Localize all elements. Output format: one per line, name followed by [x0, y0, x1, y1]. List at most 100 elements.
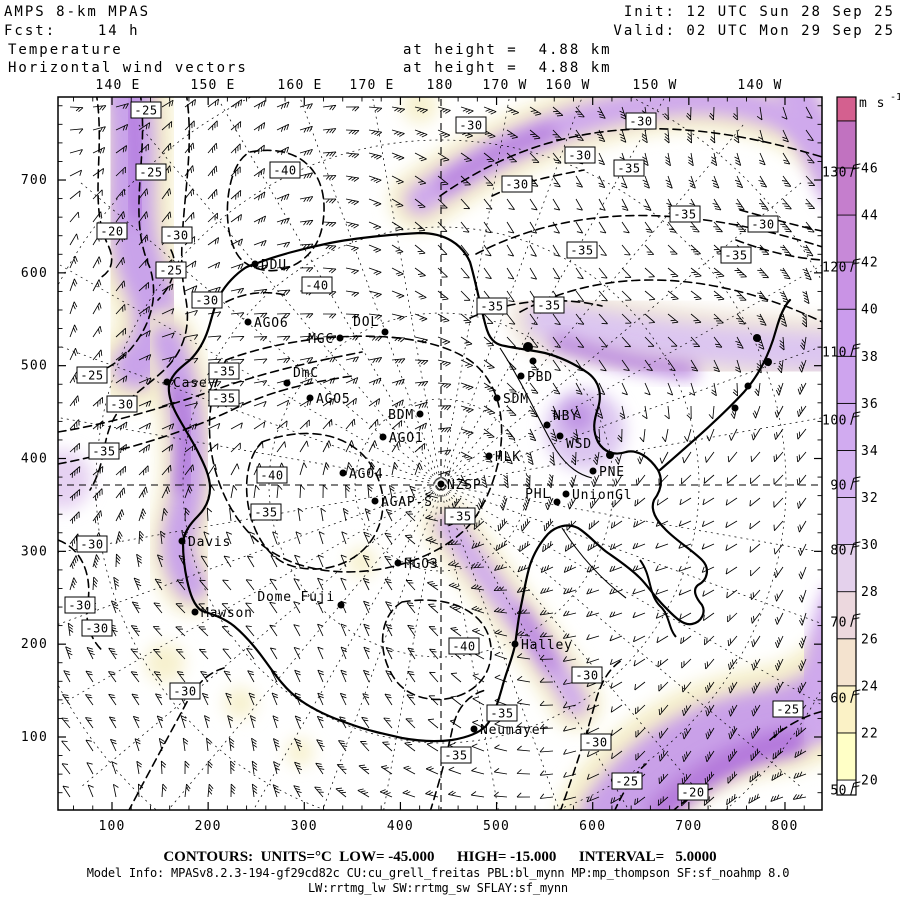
y-axis-label: 500	[21, 359, 48, 374]
contour-label-box	[611, 772, 643, 790]
wind-barb	[756, 359, 762, 374]
station-dot	[337, 601, 345, 609]
wind-barb	[293, 646, 301, 660]
wind-barb	[575, 221, 584, 234]
wind-barb	[61, 763, 71, 775]
speed-shade-blob	[224, 687, 256, 719]
contour-label-box	[448, 637, 480, 655]
wind-barb	[728, 725, 738, 740]
wind-barb	[175, 603, 186, 614]
wind-barb	[223, 670, 232, 683]
wind-barb	[253, 312, 268, 318]
wind-barb	[207, 237, 220, 246]
wind-barb	[796, 451, 807, 463]
wind-barb	[642, 175, 650, 189]
station-dot	[437, 480, 445, 488]
wind-barb	[552, 267, 561, 280]
wind-barb	[339, 692, 347, 706]
wind-barb	[115, 553, 121, 568]
x-axis-label: 800	[771, 819, 798, 834]
wind-barb	[270, 669, 278, 683]
wind-barb	[276, 441, 287, 453]
wind-barb	[206, 507, 213, 522]
wind-barb-legend-icon	[850, 343, 861, 357]
wind-barb	[774, 612, 784, 625]
wind-barb	[294, 715, 302, 729]
wind-barb	[299, 219, 314, 226]
temperature-contour-line	[225, 291, 289, 303]
speed-shade-band	[646, 728, 806, 810]
contour-label-value: -35	[537, 299, 560, 313]
wind-barb	[437, 313, 450, 323]
wind-speed-colorbar: 20 22 24 26 28 30 32 34 36 38 40 42 44 46 50 60 70 80 90 10…	[822, 92, 900, 799]
wind-barb	[516, 586, 531, 593]
wind-barb	[686, 106, 692, 121]
wind-barb	[506, 129, 519, 139]
wind-barb	[552, 359, 561, 372]
wind-barb	[713, 290, 725, 301]
wind-barb	[619, 405, 626, 420]
wind-barb	[108, 716, 117, 729]
wind-barb	[609, 611, 623, 618]
wind-barb	[736, 290, 747, 301]
wind-barb	[483, 175, 494, 186]
wind-barb	[713, 359, 720, 373]
wind-barb	[340, 646, 347, 660]
contour-label-value: -35	[212, 392, 235, 406]
station-label: UnionGl	[572, 488, 632, 503]
wind-barb	[414, 313, 428, 322]
wind-barb	[184, 165, 195, 177]
wind-barb	[341, 531, 348, 545]
wind-barb	[655, 612, 669, 619]
temperature-contour-line	[735, 239, 822, 261]
wind-barb	[245, 602, 255, 614]
contour-label-value: -35	[617, 162, 640, 176]
wind-barb	[797, 382, 807, 395]
wind-barb	[403, 765, 416, 775]
wind-barb	[751, 635, 761, 648]
wind-barb	[221, 626, 232, 637]
wind-barb	[751, 428, 761, 441]
wind-barb	[690, 359, 699, 372]
colorbar-segment	[836, 497, 857, 545]
temperature-contour-line	[559, 659, 623, 810]
wind-barb	[69, 128, 84, 134]
wind-barb	[690, 244, 701, 255]
wind-barb	[322, 221, 337, 228]
wind-barb	[613, 474, 623, 487]
wind-barb	[516, 608, 531, 614]
temperature-contour-line	[95, 97, 113, 279]
wind-barb	[299, 148, 313, 156]
wind-barb	[633, 520, 646, 528]
wind-barb	[62, 694, 71, 706]
wind-barb	[184, 309, 198, 316]
wind-barb	[727, 748, 738, 762]
wind-barb	[658, 727, 669, 739]
wind-barb	[385, 601, 393, 614]
wind-barb	[516, 630, 531, 637]
wind-barb	[575, 175, 583, 188]
wind-barb	[575, 382, 583, 395]
wind-barb	[610, 796, 623, 804]
contour-summary-line: CONTOURS: UNITS=°C LOW= -45.000 HIGH= -1…	[163, 849, 716, 865]
wind-barb	[251, 737, 258, 752]
wind-barb	[92, 105, 107, 111]
wind-barb-legend-icon	[850, 541, 861, 555]
wind-barb	[384, 555, 393, 568]
wind-barb	[539, 770, 554, 776]
wind-barb	[483, 152, 495, 163]
wind-barb	[364, 508, 371, 522]
wind-barb	[757, 336, 765, 350]
wind-barb	[539, 747, 554, 753]
wind-barb	[405, 511, 416, 522]
wind-barb	[575, 267, 584, 280]
station-dot	[379, 433, 387, 441]
wind-barb	[657, 658, 669, 668]
wind-barb	[207, 335, 222, 341]
wind-barb	[358, 764, 370, 775]
wind-barb	[563, 610, 577, 617]
wind-barb	[679, 497, 692, 506]
x-axis-label: 200	[195, 819, 222, 834]
wind-barb	[69, 489, 81, 501]
wind-barb	[368, 290, 382, 298]
